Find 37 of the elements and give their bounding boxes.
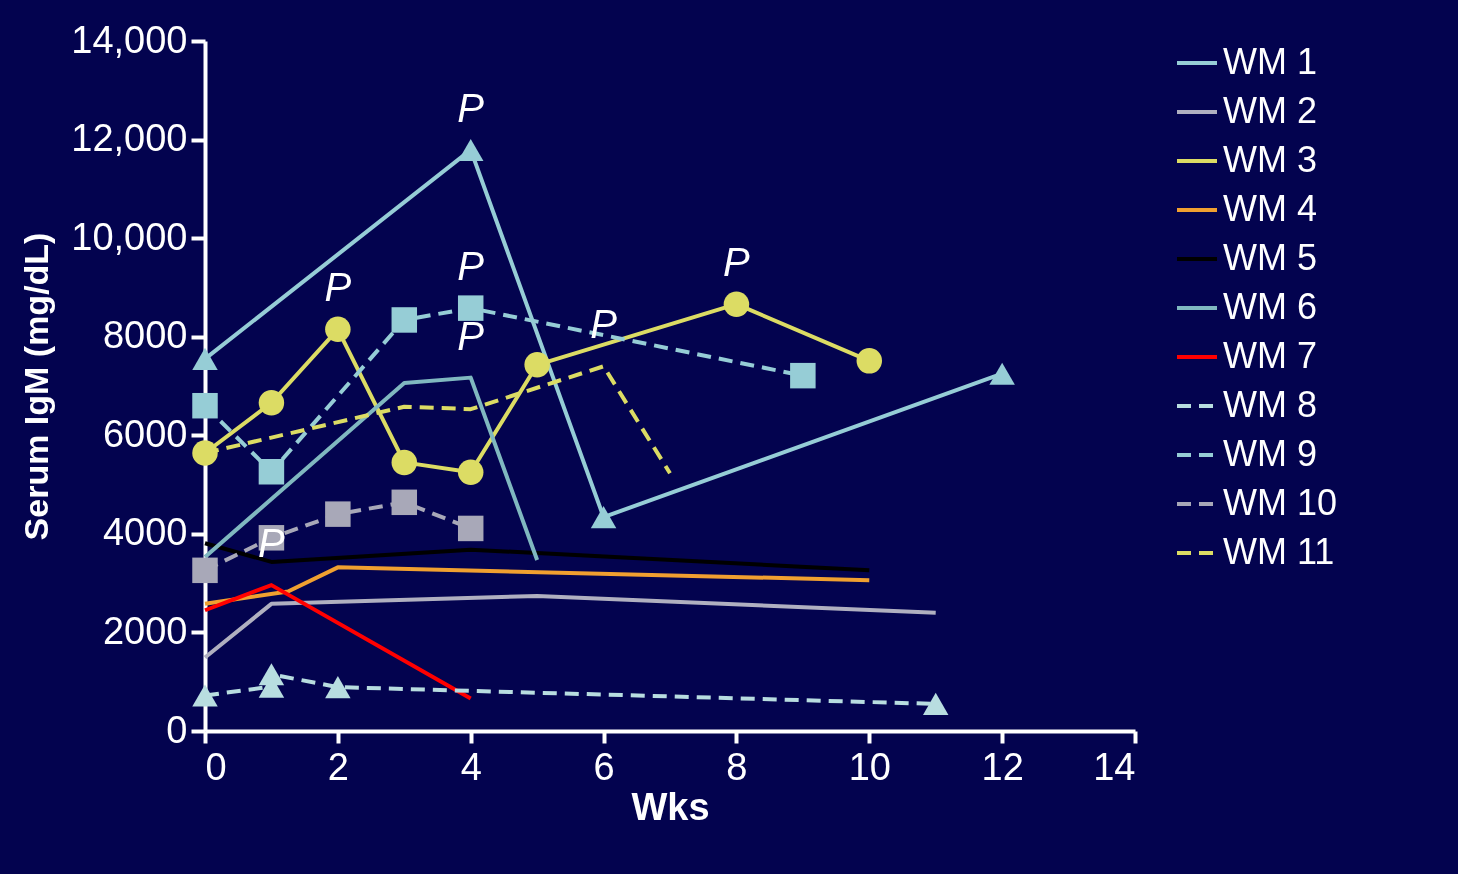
y-axis-title: Serum IgM (mg/dL)	[17, 232, 56, 541]
line-series	[203, 593, 938, 660]
y-tick-label: 14,000	[71, 18, 188, 61]
x-axis-title: Wks	[631, 785, 710, 828]
annotation: P	[324, 265, 352, 310]
x-tick-label: 8	[726, 745, 748, 788]
legend-label: WM 3	[1223, 139, 1317, 180]
legend-label: WM 6	[1223, 286, 1317, 327]
legend-label: WM 10	[1223, 482, 1338, 523]
y-tick-label: 4000	[102, 511, 188, 554]
x-tick-label: 12	[981, 745, 1024, 788]
annotation: P	[457, 244, 485, 289]
y-tick-label: 2000	[102, 609, 188, 652]
y-tick-label: 8000	[102, 314, 188, 357]
y-tick-label: 12,000	[71, 117, 188, 160]
legend-label: WM 7	[1223, 335, 1317, 376]
annotation: P	[457, 85, 485, 130]
legend-label: WM 8	[1223, 384, 1317, 425]
annotation: P	[457, 313, 485, 358]
x-tick-label: 4	[460, 745, 482, 788]
annotation: P	[590, 302, 618, 347]
legend-label: WM 1	[1223, 41, 1317, 82]
line-series	[203, 565, 872, 606]
x-tick-label: 10	[848, 745, 891, 788]
x-tick-label: 6	[593, 745, 615, 788]
legend-label: WM 5	[1223, 237, 1317, 278]
x-tick-label: 14	[1093, 745, 1136, 788]
y-tick-label: 0	[166, 708, 188, 751]
legend-label: WM 4	[1223, 188, 1317, 229]
y-tick-label: 10,000	[71, 215, 188, 258]
x-tick-label: 2	[327, 745, 349, 788]
y-tick-label: 6000	[102, 412, 188, 455]
legend-label: WM 11	[1223, 531, 1335, 572]
legend-label: WM 9	[1223, 433, 1317, 474]
legend-label: WM 2	[1223, 90, 1317, 131]
annotation: P	[723, 240, 751, 285]
x-tick-label: 0	[205, 745, 227, 788]
